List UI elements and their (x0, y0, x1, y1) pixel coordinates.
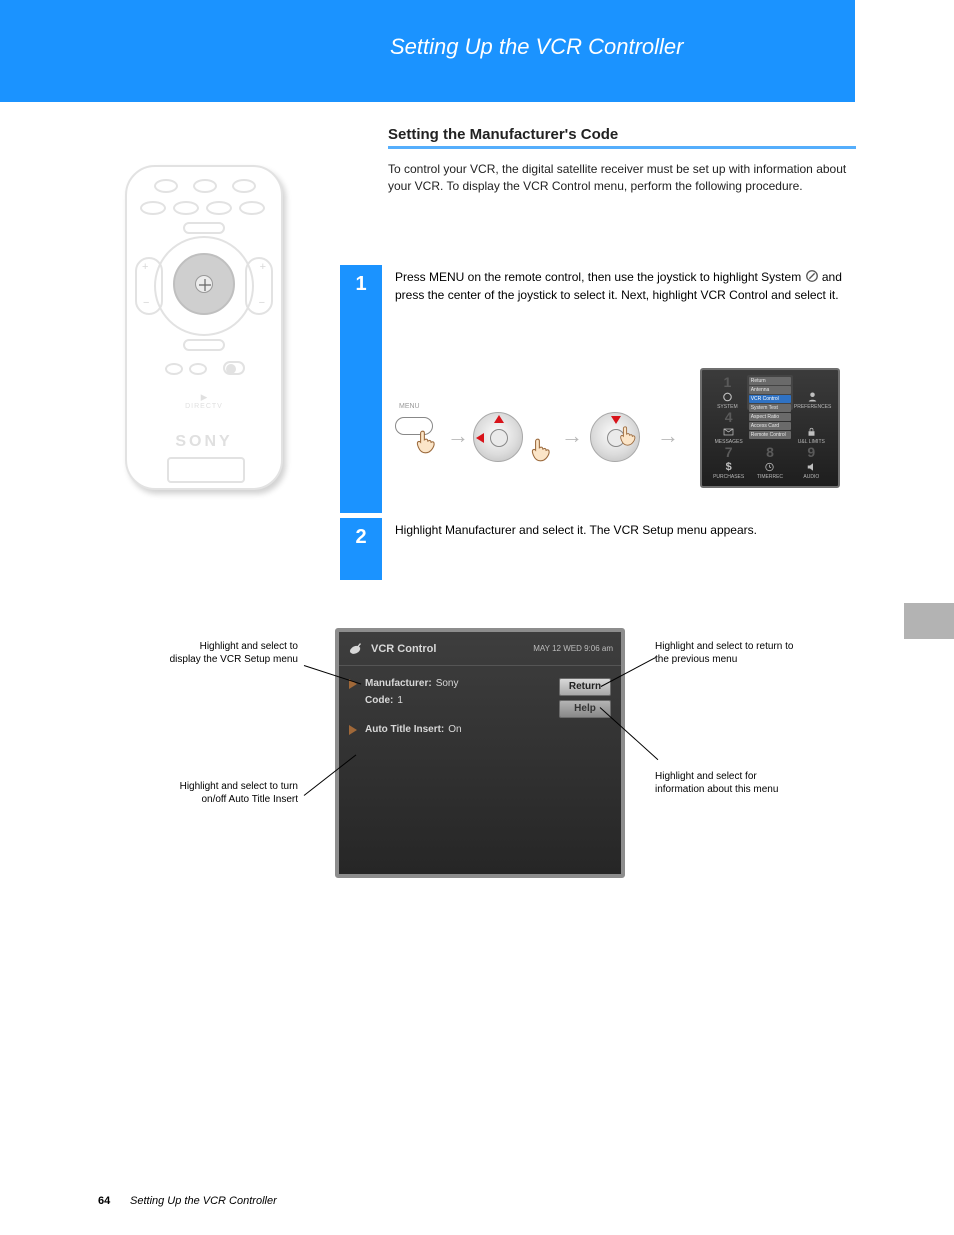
menu-cell-messages: 4 MESSAGES (708, 410, 749, 445)
menu-cell-preferences: 3 PREFERENCES (793, 375, 832, 410)
menu-center-item: System Test (749, 404, 792, 412)
step-1-text-a: Press MENU on the remote control, then u… (395, 270, 805, 284)
callout-auto-title: Highlight and select to turn on/off Auto… (168, 780, 298, 806)
section-intro: To control your VCR, the digital satelli… (388, 161, 856, 196)
remote-switch (223, 361, 245, 375)
minus-icon: − (259, 297, 265, 309)
remote-panel (167, 457, 245, 483)
lock-icon (805, 426, 818, 438)
menu-button-label: MENU (399, 403, 420, 410)
plus-icon: + (142, 261, 148, 273)
remote-btn (154, 179, 178, 193)
remote-btn (140, 201, 166, 215)
menu-center-item: Aspect Ratio (749, 413, 792, 421)
menu-cell-purchases: 7 $ PURCHASES (708, 445, 749, 480)
remote-btn (189, 363, 207, 375)
remote-joystick-center (195, 275, 213, 293)
dish-icon (347, 640, 365, 658)
side-tab (904, 603, 954, 639)
code-label: Code: (365, 695, 393, 706)
hand-icon (528, 437, 554, 463)
plus-icon: + (260, 261, 266, 273)
menu-cell-system: 1 SYSTEM (708, 375, 747, 410)
satellite-icon (721, 391, 734, 403)
menu-center-item: VCR Control (749, 395, 792, 403)
arrow-up-icon (494, 415, 504, 423)
arrow-left-icon (476, 433, 484, 443)
vcr-timestamp: MAY 12 WED 9:06 am (533, 644, 613, 653)
arrow-down-icon (611, 416, 621, 424)
return-button[interactable]: Return (559, 678, 611, 696)
callout-return: Highlight and select to return to the pr… (655, 640, 795, 666)
hand-icon (413, 429, 439, 455)
triangle-icon (349, 725, 357, 735)
menu-center-item: Return (749, 377, 792, 385)
vcr-row-auto-title[interactable]: Auto Title Insert: On (349, 724, 611, 735)
menu-cell-audio: 9 AUDIO (791, 445, 832, 480)
directv-logo-text: DIRECTV (127, 403, 281, 410)
person-icon (806, 391, 819, 403)
manufacturer-value: Sony (436, 678, 459, 689)
remote-btn (165, 363, 183, 375)
remote-control-diagram: + − + − ▸ DIRECTV SONY (125, 165, 283, 490)
sony-logo: SONY (127, 433, 281, 451)
remote-btn (193, 179, 217, 193)
arrow-right-icon: → (561, 423, 583, 449)
callout-help: Highlight and select for information abo… (655, 770, 795, 796)
auto-title-label: Auto Title Insert: (365, 724, 444, 735)
section-heading: Setting the Manufacturer's Code (388, 126, 618, 143)
menu-cell-limits: 6 U&L LIMITS (791, 410, 832, 445)
envelope-icon (722, 426, 735, 438)
speaker-icon (805, 461, 818, 473)
minus-icon: − (143, 297, 149, 309)
dollar-icon: $ (726, 461, 732, 473)
top-banner: Setting Up the VCR Controller (0, 0, 855, 102)
page-number: 64 (98, 1195, 110, 1207)
remote-btn (239, 201, 265, 215)
arrow-right-icon: → (447, 423, 469, 449)
remote-btn (206, 201, 232, 215)
step-2-text: Highlight Manufacturer and select it. Th… (395, 521, 855, 539)
menu-center-item: Access Card (749, 422, 792, 430)
remote-btn (173, 201, 199, 215)
callout-manufacturer: Highlight and select to display the VCR … (168, 640, 298, 666)
manufacturer-label: Manufacturer: (365, 678, 432, 689)
menu-center-list: ReturnAntennaVCR ControlSystem TestAspec… (747, 375, 794, 410)
remote-btn (232, 179, 256, 193)
remote-btn (183, 222, 225, 234)
hand-press-icon (617, 425, 639, 447)
step-1-number: 1 (340, 265, 382, 513)
satellite-icon (805, 269, 819, 283)
footer-title: Setting Up the VCR Controller (130, 1195, 277, 1207)
auto-title-value: On (448, 724, 461, 735)
vcr-control-panel: VCR Control MAY 12 WED 9:06 am Manufactu… (335, 628, 625, 878)
step-2-number: 2 (340, 518, 382, 580)
section-divider (388, 146, 856, 149)
menu-cell-timerrec: 8 TIMERREC (749, 445, 790, 480)
system-menu-thumbnail: 1 SYSTEM ReturnAntennaVCR ControlSystem … (700, 368, 840, 488)
code-value: 1 (397, 695, 403, 706)
step-1-text: Press MENU on the remote control, then u… (395, 268, 855, 304)
arrow-right-icon: → (657, 423, 679, 449)
joystick-wheel-icon (473, 412, 523, 462)
menu-center-item: Remote Control (749, 431, 792, 439)
banner-title: Setting Up the VCR Controller (390, 34, 683, 60)
vcr-header: VCR Control MAY 12 WED 9:06 am (339, 632, 621, 666)
remote-btn (183, 339, 225, 351)
clock-icon (763, 461, 776, 473)
vcr-title: VCR Control (371, 643, 436, 655)
menu-center-item: Antenna (749, 386, 792, 394)
